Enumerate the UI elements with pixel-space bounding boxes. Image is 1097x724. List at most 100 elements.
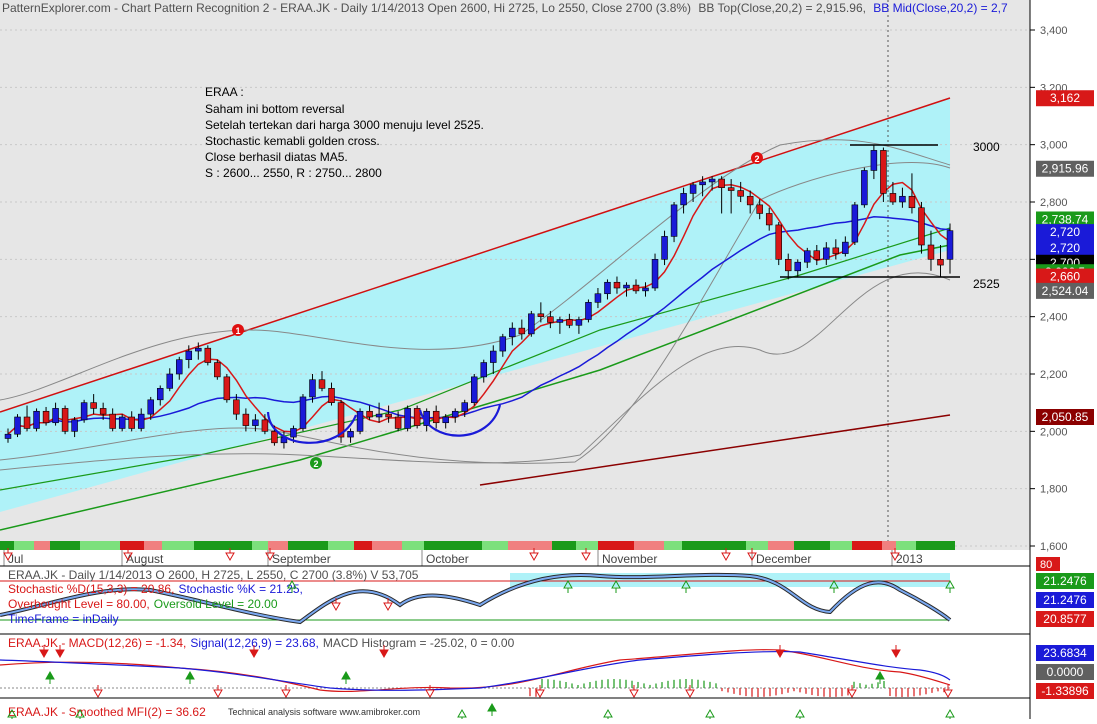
signal-color-strip [0,541,955,550]
pattern-marker-2-bottom-label: 2 [313,459,318,469]
indicator-badge-label: 0.0000 [1047,665,1084,679]
signal-strip-segment [162,541,194,550]
price-badge-box [1036,268,1094,285]
pattern-marker-2-bottom: 2 [310,457,322,469]
bb-upper-line [0,139,951,401]
price-badge: 3,162 [1036,90,1094,107]
candle-body [4,433,12,439]
price-badge-box [1036,282,1094,299]
candle-body [42,410,50,424]
signal-strip-segment [34,541,50,550]
candle-body [214,362,221,378]
candle-body [80,402,88,421]
price-badge-label: 2,720 [1050,225,1080,239]
month-label: 2013 [896,552,923,566]
signal-strip-segment [372,541,402,550]
candle-body [14,416,21,435]
candle-body [233,399,240,415]
note-line-2: Saham ini bottom reversal [205,102,344,116]
candle-body [385,413,392,418]
resistance-label: 3000 [973,140,1000,154]
candle-body [699,181,706,186]
candle-body [451,410,459,418]
candle-body [156,388,164,401]
macd-label: ERAA.JK - MACD(12,26) = -1.34, [8,636,186,650]
candle-body [594,293,602,303]
candle-body [309,379,316,398]
candle-body [604,281,611,295]
indicator-badge-label: 20.8577 [1043,612,1087,626]
signal-strip-segment [576,541,598,550]
price-badge-label: 2,720 [1050,241,1080,255]
signal-strip-segment [354,541,372,550]
candle-body [670,204,678,237]
candle-body [337,402,345,438]
macd-legend: ERAA.JK - MACD(12,26) = -1.34, Signal(12,… [8,636,515,650]
price-badge-label: 2,660 [1050,270,1080,284]
candle-body [718,178,725,188]
candle-body [71,419,78,432]
candle-body [109,413,116,429]
candle-body [52,408,59,424]
candle-body [575,319,583,326]
signal-strip-segment [50,541,80,550]
candle-body [775,224,782,260]
candle-body [261,419,269,432]
month-label: September [272,552,331,566]
signal-strip-segment [706,541,746,550]
macd-signal-line [0,650,951,691]
indicator-badge-box [1036,611,1094,627]
candle-body [318,379,326,389]
indicator-badge: 0.0000 [1036,664,1094,680]
candle-body [99,408,107,415]
indicator-badge: 21.2476 [1036,592,1094,608]
pattern-marker-1-label: 1 [235,326,240,336]
signal-strip-segment [896,541,916,550]
candle-body [832,247,840,254]
price-badge-box [1036,224,1094,241]
indicator-badge: 21.2476 [1036,573,1094,589]
signal-strip-segment [768,541,794,550]
candle-body [899,195,906,203]
stochastic-values: Stochastic %D(15,3,3) = 20.86, Stochastic… [8,582,303,596]
month-axis: Jul August September October November Decembe… [3,550,923,566]
stochastic-d-line [0,573,951,624]
bb-top-line [0,161,951,464]
indicator-badge: -1.33896 [1036,683,1094,699]
support-label: 2525 [973,277,1000,291]
candle-body [823,247,830,260]
candle-body [880,150,887,194]
note-line-5: Close berhasil diatas MA5. [205,150,348,164]
chart-header: PatternExplorer.com - Chart Pattern Reco… [2,1,1008,15]
signal-arrows-price [3,548,900,562]
indicator-badge-box [1036,573,1094,589]
signal-strip-segment [794,541,830,550]
overbought-label: Overbought Level = 80.00, [8,597,150,611]
stochastic-k-label: Stochastic %K = 21.25, [178,582,302,596]
software-credit: Technical analysis software www.amibroke… [228,707,420,717]
ma-long-line [0,244,951,531]
signal-strip-segment [682,541,706,550]
macd-pane-background [0,634,1030,696]
candle-body [128,416,135,429]
macd-badges: 23.6834 0.0000 -1.33896 [1036,645,1094,699]
candle-body [937,259,944,266]
note-line-3: Setelah tertekan dari harga 3000 menuju … [205,118,484,132]
signal-arrows-stochastic [287,579,955,612]
candle-body [271,431,278,444]
bb-mid-line [7,216,951,435]
price-badge: 2,720 [1036,224,1094,241]
price-badge-box [1036,409,1094,425]
indicator-badge-box [1036,664,1094,680]
signal-strip-segment [328,541,354,550]
signal-strip-segment [830,541,852,550]
candle-body [518,327,526,335]
signal-strip-segment [144,541,162,550]
price-badge: 2,524.04 [1036,282,1094,299]
signal-strip-segment [634,541,664,550]
mfi-label: ERAA.JK - Smoothed MFI(2) = 36.62 [8,705,206,719]
stochastic-title: ERAA.JK - Daily 1/14/2013 O 2600, H 2725… [8,568,419,582]
signal-strip-segment [14,541,34,550]
candle-body [784,259,792,272]
